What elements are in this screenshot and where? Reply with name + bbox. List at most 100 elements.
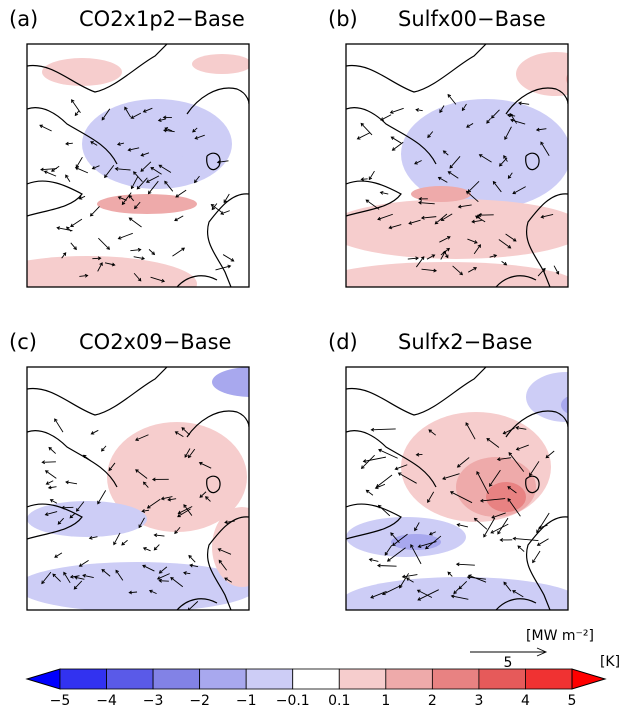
flux-arrow [507,172,513,179]
flux-arrow [508,452,525,472]
flux-arrow [130,176,139,190]
flux-arrow [224,577,232,583]
flux-arrow [141,509,150,513]
flux-arrow [40,167,57,172]
shading [192,54,249,74]
panel-label: (c) [9,330,37,354]
flux-arrow [486,118,491,124]
colorbar-label: 0.1 [328,693,350,709]
flux-arrow [414,160,422,165]
flux-arrow [498,239,512,249]
flux-arrow [89,206,100,217]
flux-arrow [467,238,478,244]
flux-arrow [428,531,436,536]
flux-arrow [468,267,478,273]
flux-arrow [52,573,61,582]
flux-arrow [133,171,143,183]
flux-arrow [420,215,437,220]
flux-arrow [505,233,517,242]
flux-arrow [465,190,479,203]
shading [516,52,568,96]
flux-arrow [128,590,138,595]
flux-arrow [408,219,421,225]
coastline [525,475,540,494]
flux-arrow [365,199,380,210]
flux-arrow [57,517,65,525]
shading [401,99,568,209]
flux-arrow [390,532,400,543]
flux-arrow [447,171,459,179]
flux-arrow [54,418,64,433]
flux-arrow [73,580,83,590]
shading [27,501,147,537]
flux-arrow [170,577,184,588]
flux-arrow [365,489,374,496]
flux-arrow [486,437,500,448]
flux-arrow [467,574,487,583]
flux-arrow [439,236,451,243]
flux-arrow [113,532,121,546]
colorbar-segment [338,668,387,690]
flux-arrow [417,541,437,549]
flux-arrow [360,122,373,136]
flux-arrow [478,154,492,163]
flux-arrow [428,429,437,436]
flux-arrow [41,571,52,585]
panel-label: (a) [9,7,38,31]
flux-arrow [142,107,153,113]
flux-arrow [384,544,393,556]
flux-arrow [414,522,420,532]
flux-arrow [457,204,472,209]
flux-arrow [447,93,457,105]
flux-arrow [386,547,406,562]
flux-arrow [518,101,530,106]
flux-arrow [217,548,232,555]
flux-arrow [146,498,161,509]
map-frame [345,366,569,611]
shading [411,186,471,202]
coastline [176,598,218,610]
flux-arrow [434,213,448,225]
flux-arrow [75,501,85,512]
flux-arrow [222,254,235,262]
flux-arrow [362,456,386,463]
flux-arrow [476,470,489,495]
flux-arrow [187,448,196,459]
colorbar-max-triangle [571,668,607,690]
colorbar-label: 1 [381,693,390,709]
flux-arrow [503,581,512,592]
flux-arrow [127,147,140,152]
flux-arrow [461,103,467,112]
colorbar-segment [525,668,573,690]
colorbar-segment [199,668,247,690]
flux-arrow [368,170,375,181]
flux-arrow [466,575,486,580]
coastline [27,430,118,488]
coastline [27,180,83,217]
flux-arrow [415,108,423,112]
flux-arrow [56,226,73,232]
flux-arrow [475,215,486,223]
flux-arrow [498,157,508,167]
coastline [176,275,218,287]
colorbar-label: 3 [474,693,483,709]
colorbar-segment [245,668,294,690]
flux-arrow [183,571,191,575]
coastline [525,152,540,171]
panel-title: CO2x1p2−Base [79,7,245,31]
flux-arrow [465,422,476,440]
flux-arrow [158,578,169,583]
flux-arrow [48,446,56,454]
flux-arrow [65,174,71,182]
shading [212,507,249,587]
coastline [206,152,221,171]
shading [42,58,122,86]
flux-arrow [174,526,181,535]
shading [212,367,249,397]
flux-arrow [416,589,433,598]
flux-arrow [381,584,403,596]
flux-arrow [160,496,173,501]
flux-arrow [117,196,127,201]
flux-arrow [368,558,379,562]
flux-arrow [497,517,509,535]
